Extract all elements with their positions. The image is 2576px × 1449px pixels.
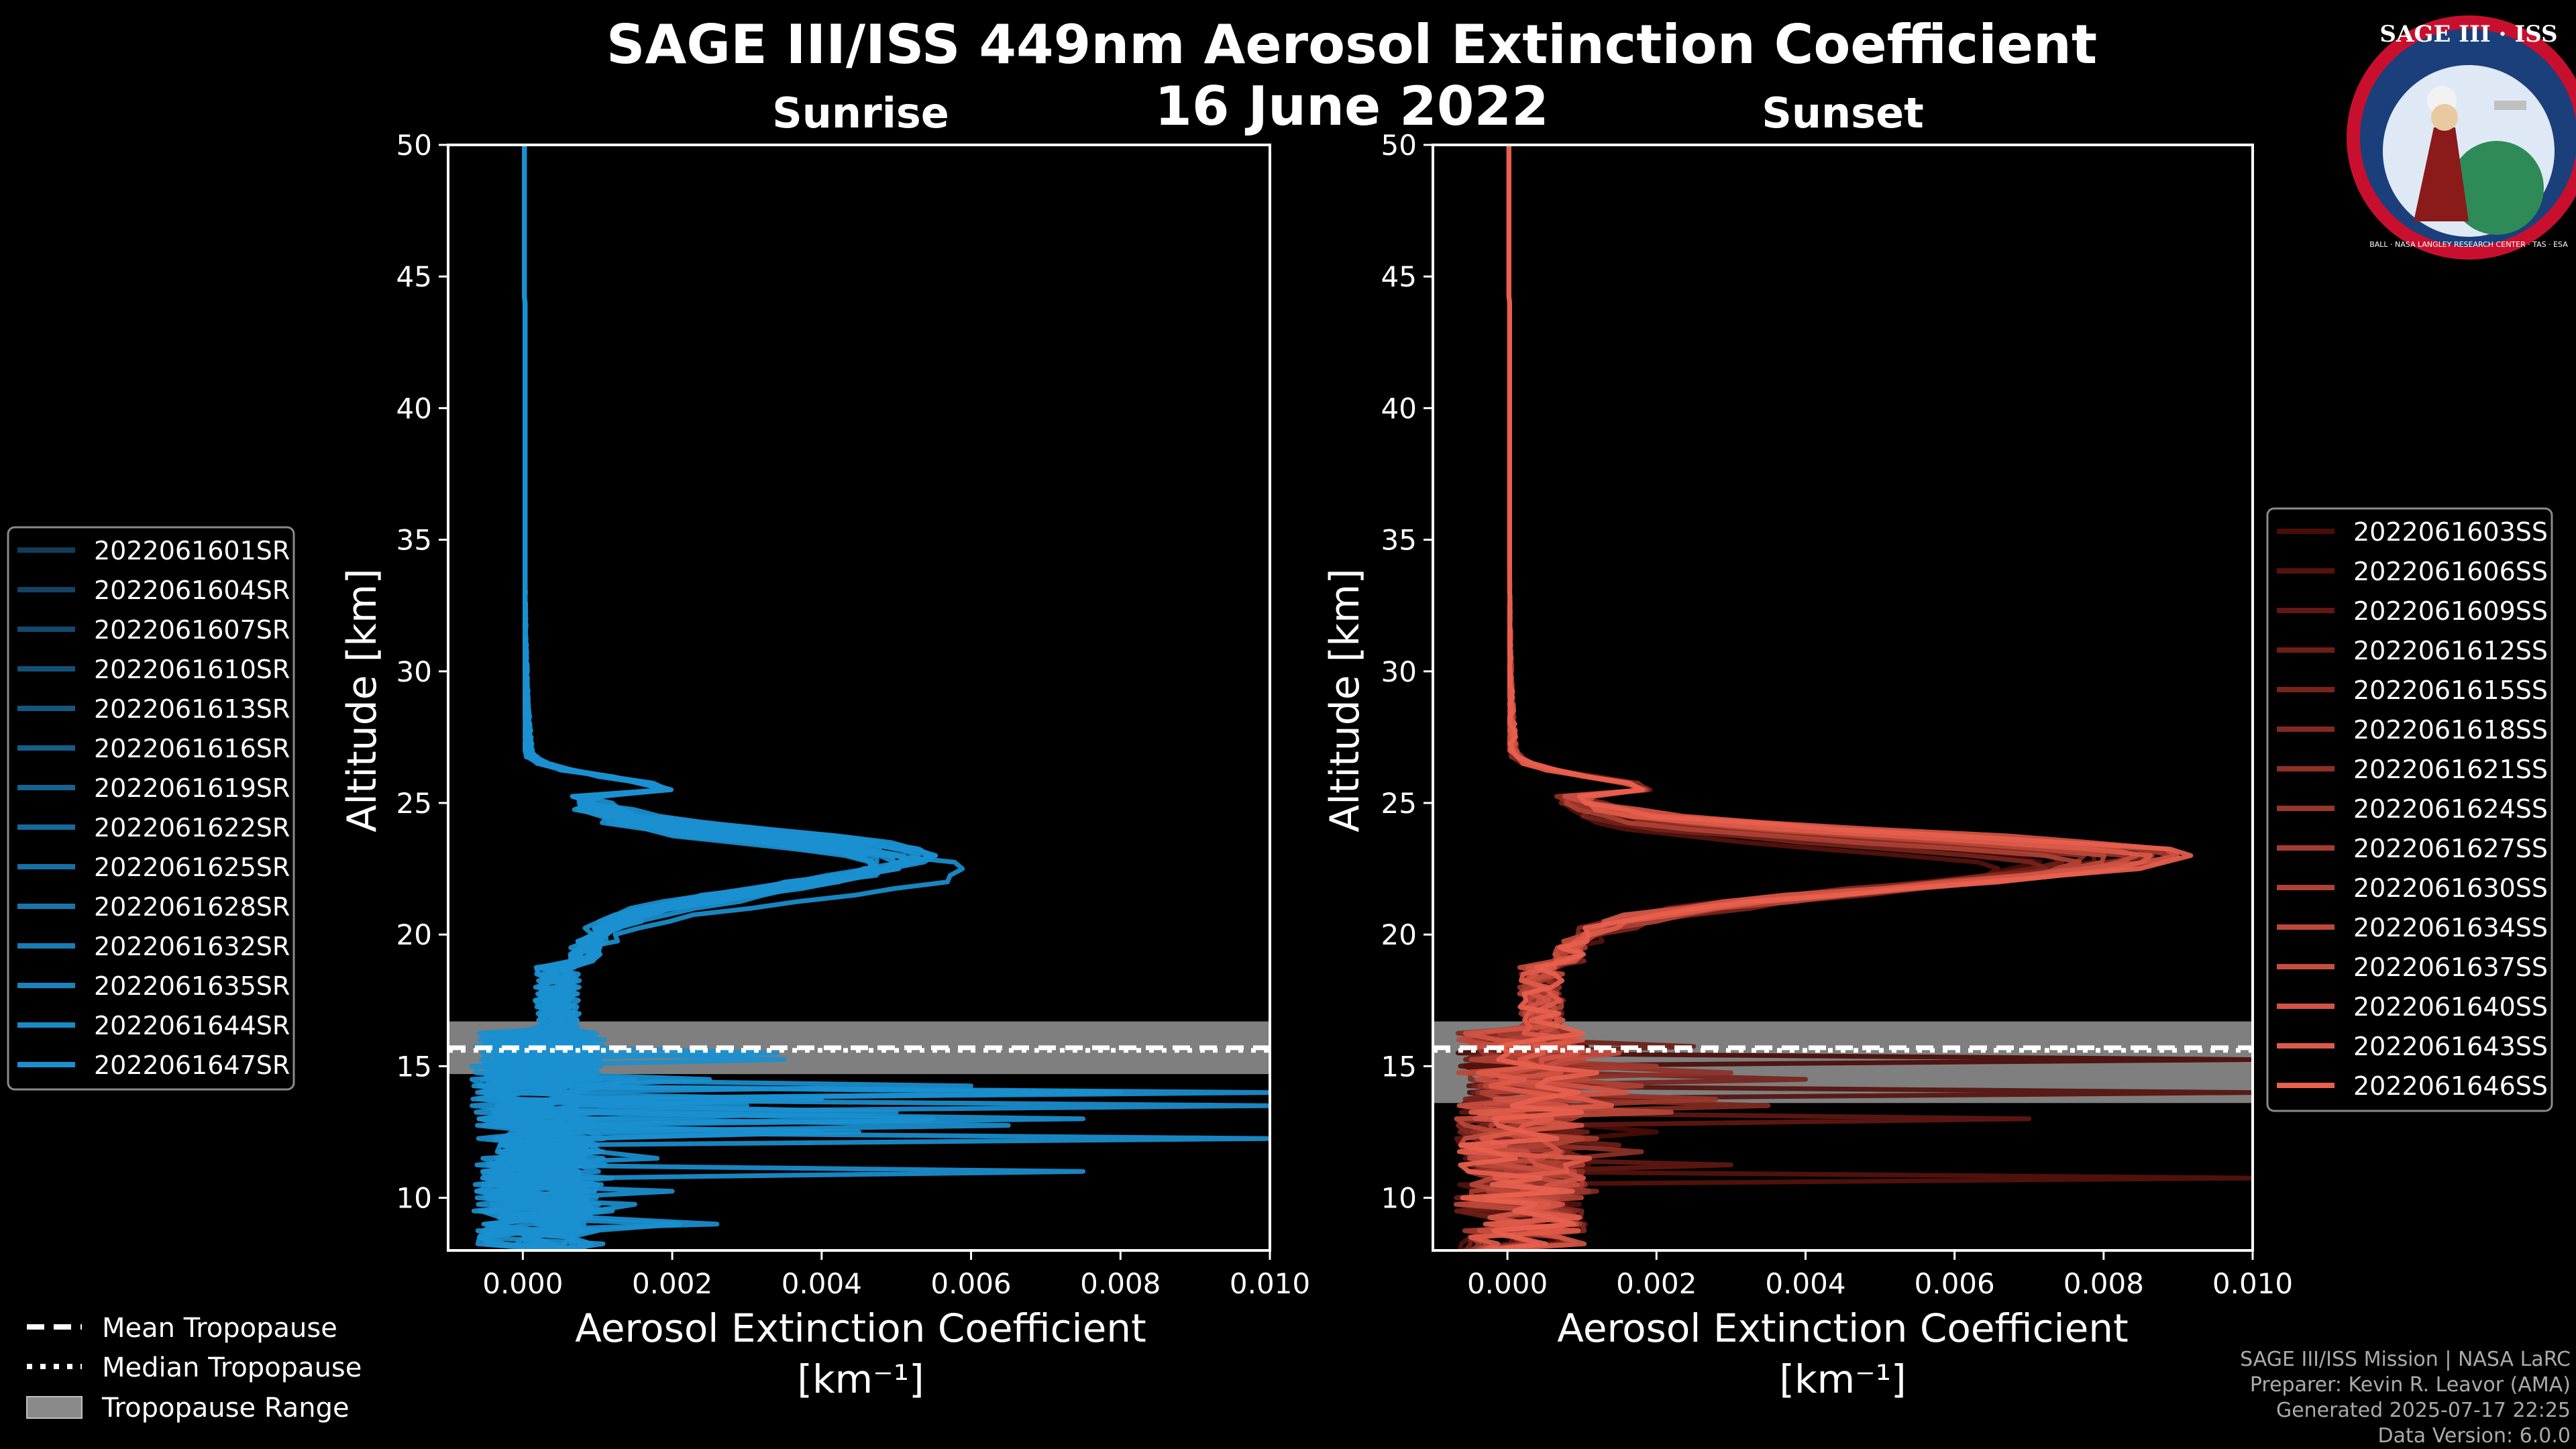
sunset-y-tick-label: 30 (1381, 655, 1417, 688)
legend-label-2022061621SS: 2022061621SS (2353, 755, 2548, 784)
sunrise-panel-title: Sunrise (772, 89, 949, 138)
legend-label-2022061613SR: 2022061613SR (94, 694, 290, 724)
credits-mission: SAGE III/ISS Mission | NASA LaRC (2240, 1348, 2571, 1371)
legend-label-2022061628SR: 2022061628SR (94, 892, 290, 922)
tropopause-range-label: Tropopause Range (101, 1393, 350, 1424)
sunset-x-tick-label: 0.002 (1616, 1267, 1697, 1300)
credits: SAGE III/ISS Mission | NASA LaRC Prepare… (2240, 1348, 2571, 1448)
legend-label-2022061622SR: 2022061622SR (94, 813, 290, 843)
legend-label-2022061625SR: 2022061625SR (94, 853, 290, 882)
series-line-2022061646SS (1458, 145, 2194, 1250)
sunrise-y-tick-label: 20 (396, 918, 432, 951)
legend-label-2022061606SS: 2022061606SS (2353, 557, 2548, 586)
legend-label-2022061610SR: 2022061610SR (94, 655, 290, 684)
sunset-y-tick-label: 50 (1381, 129, 1417, 162)
sunset-y-tick-label: 35 (1381, 524, 1417, 557)
sunrise-x-axis-label: Aerosol Extinction Coefficient (575, 1305, 1146, 1351)
sunrise-y-tick-label: 35 (396, 524, 432, 557)
legend-label-2022061607SR: 2022061607SR (94, 615, 290, 645)
legend-label-2022061615SS: 2022061615SS (2353, 676, 2548, 705)
sunrise-y-tick-label: 10 (396, 1182, 432, 1215)
legend-label-2022061632SR: 2022061632SR (94, 932, 290, 961)
legend-label-2022061619SR: 2022061619SR (94, 773, 290, 803)
sunrise-y-tick-label: 25 (396, 787, 432, 820)
sunrise-legend-frame (7, 526, 295, 1091)
logo-satellite-icon (2494, 101, 2526, 110)
sunset-x-tick-label: 0.008 (2063, 1267, 2144, 1300)
legend-label-2022061603SS: 2022061603SS (2353, 517, 2548, 547)
legend-label-2022061601SR: 2022061601SR (94, 536, 290, 566)
sunrise-legend-entries: 2022061601SR 2022061604SR 2022061607SR 2022… (17, 536, 290, 1080)
sunrise-x-tick-label: 0.002 (632, 1267, 712, 1300)
figure-date: 16 June 2022 (1155, 75, 1549, 138)
sunset-x-tick-label: 0.006 (1915, 1267, 1995, 1300)
series-line-2022061647SR (480, 145, 921, 1250)
logo-sage-figure-icon (2414, 127, 2469, 221)
sunset-legend-frame (2266, 507, 2553, 1112)
sunset-x-tick-label: 0.010 (2212, 1267, 2293, 1300)
sunrise-y-tick-label: 50 (396, 129, 432, 162)
legend-label-2022061635SR: 2022061635SR (94, 971, 290, 1001)
sunset-legend: 2022061603SS 2022061606SS 2022061609SS 2022… (2266, 507, 2553, 1112)
sunset-panel-title: Sunset (1762, 89, 1924, 138)
sunset-x-axis-unit: [km⁻¹] (1779, 1356, 1906, 1402)
tropopause-range-swatch (26, 1396, 83, 1419)
sunrise-legend: 2022061601SR 2022061604SR 2022061607SR 2022… (7, 526, 295, 1091)
sunrise-y-tick-label: 30 (396, 655, 432, 688)
sunrise-y-tick-label: 15 (396, 1050, 432, 1083)
sunrise-x-tick-label: 0.006 (930, 1267, 1011, 1300)
legend-label-2022061637SS: 2022061637SS (2353, 953, 2548, 982)
sunset-y-tick-label: 25 (1381, 787, 1417, 820)
legend-label-2022061630SS: 2022061630SS (2353, 873, 2548, 903)
tropopause-legend: Mean Tropopause Median Tropopause Tropop… (26, 1313, 362, 1424)
figure-title: SAGE III/ISS 449nm Aerosol Extinction Co… (606, 13, 2097, 76)
sunrise-x-tick-label: 0.004 (782, 1267, 862, 1300)
sunrise-y-tick-label: 45 (396, 260, 432, 293)
sunrise-x-tick-label: 0.000 (482, 1267, 563, 1300)
sunrise-x-axis-unit: [km⁻¹] (797, 1356, 924, 1402)
legend-label-2022061612SS: 2022061612SS (2353, 636, 2548, 665)
sunset-y-tick-label: 45 (1381, 260, 1417, 293)
legend-label-2022061644SR: 2022061644SR (94, 1011, 290, 1040)
credits-version: Data Version: 6.0.0 (2378, 1424, 2571, 1448)
sunset-x-axis-label: Aerosol Extinction Coefficient (1557, 1305, 2129, 1351)
legend-label-2022061609SS: 2022061609SS (2353, 596, 2548, 626)
legend-label-2022061624SS: 2022061624SS (2353, 794, 2548, 824)
legend-label-2022061634SS: 2022061634SS (2353, 913, 2548, 943)
legend-label-2022061627SS: 2022061627SS (2353, 834, 2548, 863)
logo-earth-icon (2450, 141, 2544, 235)
legend-label-2022061618SS: 2022061618SS (2353, 715, 2548, 745)
legend-label-2022061604SR: 2022061604SR (94, 576, 290, 605)
legend-label-2022061640SS: 2022061640SS (2353, 992, 2548, 1022)
mean-tropopause-label: Mean Tropopause (102, 1313, 337, 1344)
sunset-panel: 10 15 20 25 30 35 40 45 50 0.000 0.002 0.004 0.006 0.… (1381, 129, 2294, 1300)
sunset-y-axis-label: Altitude [km] (1322, 568, 1368, 833)
sunset-y-tick-label: 15 (1381, 1050, 1417, 1083)
sunrise-x-tick-label: 0.010 (1230, 1267, 1310, 1300)
sunset-x-tick-label: 0.004 (1765, 1267, 1845, 1300)
credits-preparer: Preparer: Kevin R. Leavor (AMA) (2250, 1373, 2571, 1397)
sunrise-y-axis-label: Altitude [km] (339, 568, 386, 833)
logo-title: SAGE III · ISS (2379, 21, 2557, 48)
legend-label-2022061616SR: 2022061616SR (94, 734, 290, 763)
legend-label-2022061647SR: 2022061647SR (94, 1051, 290, 1080)
legend-label-2022061646SS: 2022061646SS (2353, 1071, 2548, 1101)
sunrise-x-tick-label: 0.008 (1080, 1267, 1161, 1300)
logo-ring-text: BALL · NASA LANGLEY RESEARCH CENTER · TA… (2369, 240, 2568, 249)
credits-generated: Generated 2025-07-17 22:25 (2276, 1399, 2571, 1422)
sunset-axes-frame (1432, 144, 2254, 1252)
logo-sage-head-icon (2431, 104, 2458, 131)
sunset-legend-entries: 2022061603SS 2022061606SS 2022061609SS 2022… (2277, 517, 2548, 1101)
sunrise-y-tick-label: 40 (396, 392, 432, 425)
sunrise-axes-frame (447, 144, 1271, 1252)
sunset-x-tick-label: 0.000 (1467, 1267, 1548, 1300)
sunset-y-tick-label: 10 (1381, 1182, 1417, 1215)
median-tropopause-label: Median Tropopause (102, 1352, 362, 1383)
legend-label-2022061643SS: 2022061643SS (2353, 1032, 2548, 1061)
sunset-y-tick-label: 40 (1381, 392, 1417, 425)
sunset-y-tick-label: 20 (1381, 918, 1417, 951)
sunrise-panel: 10 15 20 25 30 35 40 45 50 0.000 0.002 0.004 0.006 0.… (396, 129, 1311, 1300)
sage-mission-logo: SAGE III · ISS BALL · NASA LANGLEY RESEA… (2347, 15, 2576, 260)
